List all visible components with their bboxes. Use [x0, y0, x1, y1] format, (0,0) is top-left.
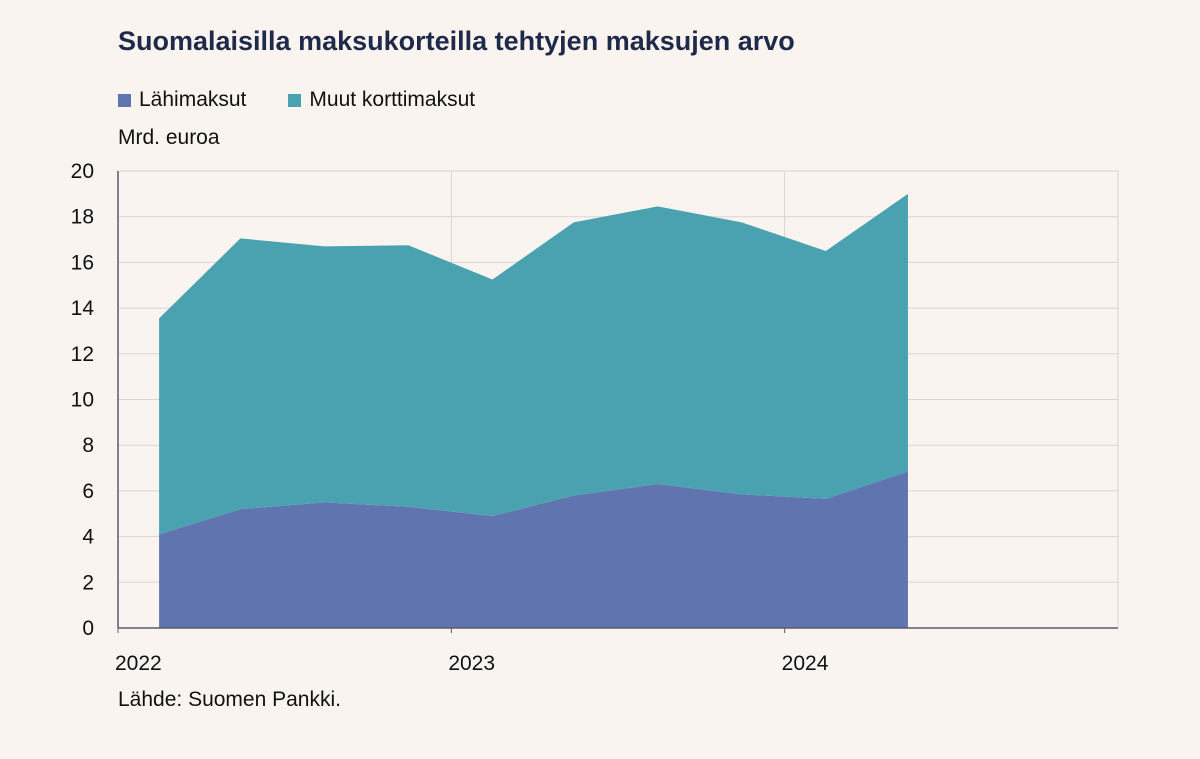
y-tick-label: 4: [82, 526, 94, 549]
y-tick-label: 8: [82, 434, 94, 457]
y-tick-label: 6: [82, 480, 94, 503]
chart-title: Suomalaisilla maksukorteilla tehtyjen ma…: [118, 26, 795, 56]
legend-swatch-lahimaksut: [118, 93, 131, 107]
y-tick-label: 12: [71, 343, 94, 366]
x-tick-label: 2024: [782, 652, 829, 675]
y-tick-label: 20: [71, 160, 94, 183]
legend-item-lahimaksut: Lähimaksut: [118, 88, 246, 112]
source-note: Lähde: Suomen Pankki.: [118, 688, 341, 711]
x-tick-label: 2023: [448, 652, 495, 675]
y-tick-label: 14: [71, 297, 95, 320]
legend: Lähimaksut Muut korttimaksut: [118, 88, 475, 112]
x-tick-label: 2022: [115, 652, 162, 675]
y-tick-label: 10: [71, 389, 94, 412]
legend-item-muut-korttimaksut: Muut korttimaksut: [288, 88, 475, 112]
area-series-muut-korttimaksut: [159, 193, 908, 535]
y-axis-unit-label: Mrd. euroa: [118, 126, 220, 149]
y-tick-label: 18: [71, 206, 94, 229]
legend-swatch-muut-korttimaksut: [288, 93, 302, 107]
y-tick-label: 0: [82, 617, 94, 640]
y-tick-label: 16: [71, 251, 94, 274]
y-tick-label: 2: [82, 571, 94, 594]
area-series-lahimaksut: [159, 471, 908, 628]
legend-label-muut-korttimaksut: Muut korttimaksut: [309, 88, 476, 111]
legend-label-lahimaksut: Lähimaksut: [139, 88, 247, 111]
